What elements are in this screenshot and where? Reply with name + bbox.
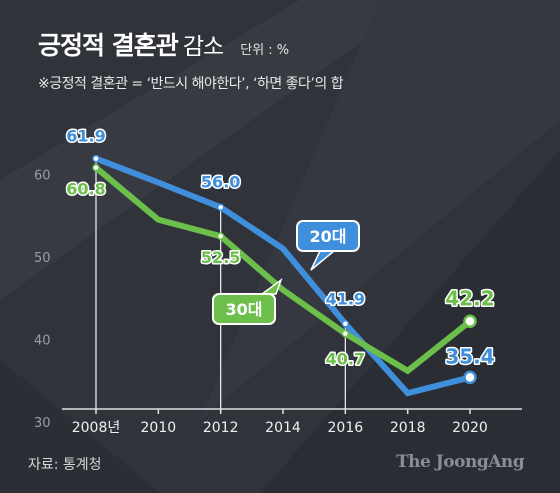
data-point <box>92 154 100 163</box>
data-label: 41.9 <box>326 290 365 309</box>
series-line-0 <box>94 155 471 397</box>
x-tick-label: 2016 <box>328 420 364 436</box>
data-point <box>216 203 225 212</box>
series-badge <box>296 220 360 252</box>
data-point <box>463 314 477 329</box>
series-badge-label: 30대 <box>226 300 263 319</box>
data-label: 35.4 <box>445 344 494 368</box>
series-badge-label: 20대 <box>310 227 347 246</box>
data-point <box>216 232 225 240</box>
series-badge <box>212 293 276 325</box>
data-label: 52.5 <box>201 248 240 267</box>
y-tick-label: 60 <box>34 168 51 183</box>
chart-title: 긍정적 결혼관 감소 단위 : % <box>38 26 289 62</box>
data-point <box>463 370 477 385</box>
x-tick-label: 2012 <box>203 420 239 436</box>
x-tick-label: 2020 <box>452 420 488 436</box>
y-tick-label: 30 <box>34 416 51 431</box>
data-label: 60.8 <box>66 180 105 199</box>
chart-subtitle: ※긍정적 결혼관 = ‘반드시 해야한다’, ‘하면 좋다’의 합 <box>38 76 344 92</box>
source-note: 자료: 통계청 <box>28 457 102 473</box>
series-line-1 <box>94 165 472 375</box>
y-tick-label: 50 <box>34 251 51 266</box>
title-light: 감소 <box>182 34 224 60</box>
data-point <box>341 329 350 338</box>
data-label: 56.0 <box>201 172 240 191</box>
title-bold: 긍정적 결혼관 <box>38 31 179 60</box>
brand-logo: The JoongAng <box>396 452 525 472</box>
unit-label: 단위 : % <box>240 43 290 58</box>
x-tick-label: 2010 <box>141 420 177 436</box>
y-tick-label: 40 <box>34 333 51 348</box>
data-point <box>92 163 100 172</box>
x-tick-label: 2014 <box>265 420 301 436</box>
data-point <box>341 319 350 328</box>
data-label: 40.7 <box>326 350 365 369</box>
data-label: 61.9 <box>66 127 105 146</box>
series-badge-pointer <box>310 250 337 271</box>
data-label: 42.2 <box>445 286 494 310</box>
x-tick-label: 2008년 <box>72 420 121 436</box>
x-tick-label: 2018 <box>390 420 426 436</box>
